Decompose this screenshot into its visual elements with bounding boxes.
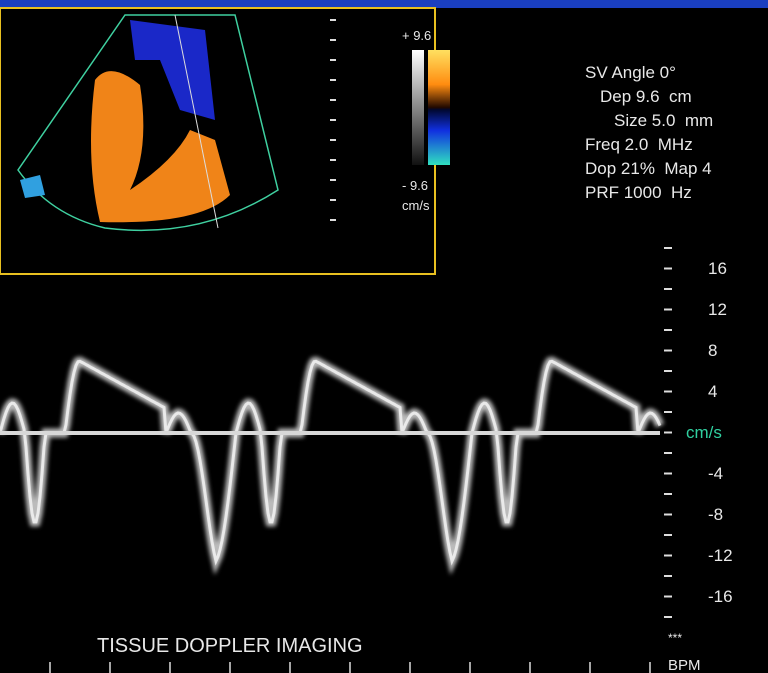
color-unit: cm/s: [402, 198, 430, 213]
scale-label: -16: [708, 587, 733, 606]
setting-line: SV Angle 0°: [585, 63, 676, 82]
setting-line: Size 5.0 mm: [614, 111, 713, 130]
scale-label: -12: [708, 546, 733, 565]
scale-label: cm/s: [686, 423, 722, 442]
scale-label: 16: [708, 259, 727, 278]
color-bar: [412, 50, 450, 165]
setting-line: Freq 2.0 MHz: [585, 135, 693, 154]
top-bar: [0, 0, 768, 8]
scale-label: 4: [708, 382, 717, 401]
setting-line: Dep 9.6 cm: [600, 87, 692, 106]
setting-line: PRF 1000 Hz: [585, 183, 692, 202]
color-min: - 9.6: [402, 178, 428, 193]
footer-unit: BPM: [668, 657, 701, 673]
scale-label: -8: [708, 505, 723, 524]
scale-label: 8: [708, 341, 717, 360]
footer-marker: ***: [668, 631, 682, 645]
scale-label: -4: [708, 464, 723, 483]
scale-label: 12: [708, 300, 727, 319]
ultrasound-screen: + 9.6 - 9.6 cm/s SV Angle 0° Dep 9.6 cm Si…: [0, 0, 768, 673]
setting-line: Dop 21% Map 4: [585, 159, 712, 178]
color-max: + 9.6: [402, 28, 431, 43]
caption: TISSUE DOPPLER IMAGING: [97, 635, 363, 657]
